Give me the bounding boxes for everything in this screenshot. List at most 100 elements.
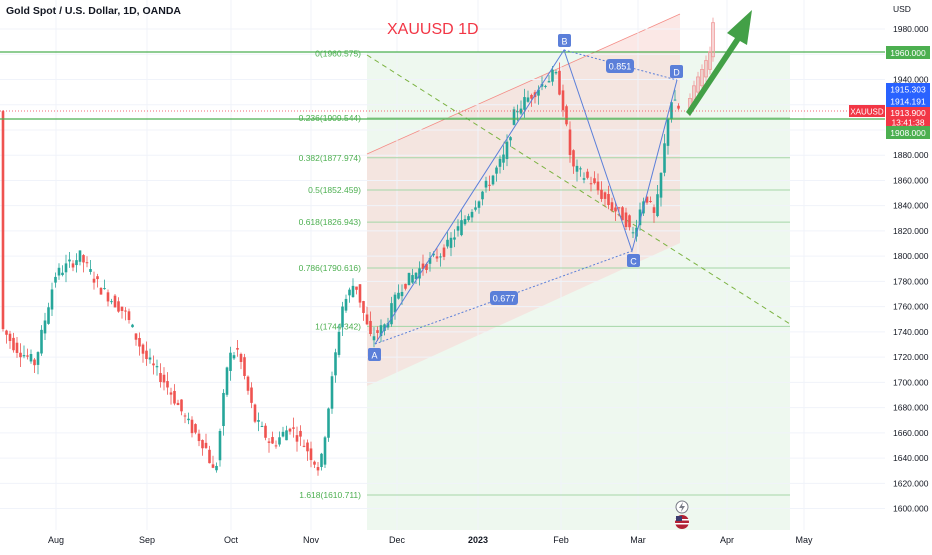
candle-body [5, 330, 8, 335]
candle-body [565, 106, 568, 125]
candle-body [456, 226, 460, 231]
candle-body [236, 348, 239, 350]
pattern-ratio-line-bd [563, 49, 678, 81]
candle-body [323, 437, 327, 465]
candle-body [316, 467, 320, 471]
candle-body [106, 292, 110, 302]
candle-body [124, 310, 127, 312]
time-tick-label: May [795, 535, 813, 545]
candle-body [183, 415, 187, 417]
candle-body [22, 355, 26, 357]
candle-body [418, 268, 421, 279]
candle-body [628, 215, 631, 228]
candle-body [390, 303, 393, 325]
candle-body [278, 437, 281, 445]
price-tick-label: 1680.000 [893, 403, 929, 413]
candle-body [117, 301, 120, 312]
price-tick-label: 1860.000 [893, 175, 929, 185]
candle-body [348, 289, 351, 296]
candle-body [379, 325, 383, 337]
channel-upper-line [366, 13, 681, 155]
candle-body [663, 143, 666, 173]
candle-body [677, 105, 680, 109]
candle-body [29, 354, 33, 362]
price-tick-label: 1800.000 [893, 251, 929, 261]
candle-body [299, 430, 302, 437]
candle-body [92, 278, 96, 283]
candle-body [155, 366, 159, 368]
candle-body [362, 301, 365, 313]
candle-body [621, 207, 624, 221]
ratio-bd-box [606, 59, 634, 73]
candle-body [414, 272, 418, 279]
candle-body [372, 336, 376, 341]
candle-body [253, 404, 257, 422]
candle-body [120, 306, 124, 311]
svg-text:1914.191: 1914.191 [890, 97, 926, 107]
svg-text:1908.000: 1908.000 [890, 128, 926, 138]
projected-body [708, 51, 712, 70]
point-c-marker [627, 254, 640, 267]
candle-body [498, 158, 502, 167]
price-tick-label: 1820.000 [893, 226, 929, 236]
candle-body [393, 294, 397, 313]
candle-body [85, 262, 89, 264]
candle-body [285, 430, 288, 441]
time-tick-label: Nov [303, 535, 320, 545]
candle-body [103, 288, 106, 290]
candle-body [428, 257, 432, 264]
time-axis[interactable] [0, 530, 885, 550]
candle-body [180, 399, 183, 412]
candle-body [547, 81, 551, 83]
abcd-pattern[interactable]: A B C D 0.851 0.677 [368, 34, 683, 361]
svg-text:1960.000: 1960.000 [890, 48, 926, 58]
candle-body [491, 175, 495, 185]
candle-body [586, 171, 589, 178]
candle-body [558, 70, 561, 95]
candle-body [624, 212, 628, 228]
candle-body [526, 97, 530, 102]
svg-text:1913.900: 1913.900 [890, 108, 926, 118]
candle-body [439, 256, 442, 258]
candle-body [190, 419, 194, 434]
candle-body [260, 426, 264, 428]
candle-body [211, 464, 215, 468]
candle-body [197, 433, 201, 442]
projected-body [704, 60, 708, 78]
point-a-label: A [371, 351, 377, 361]
candle-body [306, 442, 309, 452]
candle-body [281, 431, 285, 437]
candle-body [519, 108, 523, 114]
price-label-symbol: XAUUSD [849, 105, 885, 117]
candle-body [334, 352, 337, 376]
candle-body [425, 263, 428, 270]
candle-body [239, 353, 243, 362]
candle-body [432, 253, 435, 256]
symbol-title: Gold Spot / U.S. Dollar, 1D, OANDA [6, 5, 181, 17]
candle-body [194, 424, 197, 433]
candle-body [243, 357, 246, 376]
projected-body [711, 22, 715, 58]
fib-level-label: 0.236(1909.544) [299, 113, 362, 123]
time-tick-label: Feb [553, 535, 569, 545]
candle-body [145, 350, 148, 360]
price-tick-label: 1660.000 [893, 428, 929, 438]
projected-body [700, 68, 704, 87]
candle-body [8, 333, 12, 341]
candle-body [204, 442, 208, 448]
bullish-arrow[interactable] [686, 10, 752, 116]
candle-body [411, 275, 414, 283]
candles [1, 62, 680, 476]
candle-body [110, 301, 113, 303]
price-tick-label: 1880.000 [893, 150, 929, 160]
event-flash-icon[interactable] [675, 500, 689, 514]
candle-body [659, 172, 663, 198]
ascending-channel-fill [367, 14, 680, 386]
candle-body [341, 306, 344, 328]
chart-label: XAUUSD 1D [387, 21, 479, 38]
candle-body [61, 272, 64, 276]
candle-body [229, 352, 232, 371]
candle-body [537, 89, 540, 96]
us-flag-icon[interactable] [675, 515, 689, 529]
